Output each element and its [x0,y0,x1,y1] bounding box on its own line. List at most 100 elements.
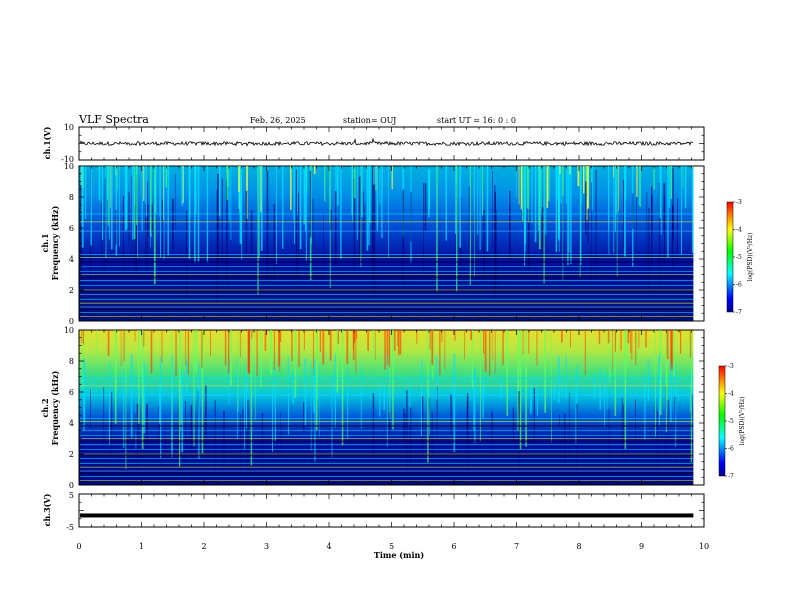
spectrogram-streak [134,205,136,273]
spectrogram-streak [141,330,144,450]
spectrogram-streak [670,361,672,422]
y-tick-label: 4 [69,419,74,428]
spectrogram-streak [516,166,517,198]
spectrogram-streak [98,166,101,201]
spectrogram-streak [155,166,157,215]
colorbar-tick-label: -3 [728,363,734,370]
spectrogram-streak [83,358,85,431]
spectrogram-streak [530,383,532,414]
spectrogram-streak [431,330,434,365]
spectrogram-streak [533,387,535,444]
spectrogram-streak [294,330,297,398]
spectrogram-streak [151,204,153,234]
spectrogram-streak [667,166,669,258]
spectrogram-streak [226,179,228,285]
spectrogram-streak [388,330,390,368]
spectrogram-streak [138,330,140,424]
spectrogram-streak [369,166,371,223]
spectrogram-streak [502,330,504,366]
spectrogram-streak [648,207,650,293]
spectrogram-streak [559,415,560,426]
spectrogram-streak [559,166,561,174]
spectrogram-streak [474,166,475,277]
spectrogram-streak [522,166,524,222]
spectrogram-streak [109,362,110,445]
station-label: station= OUJ [343,116,396,125]
spectrogram-streak [668,399,669,439]
spectrogram-streak [591,182,592,285]
spectrogram-streak [576,403,578,476]
spectrogram-streak [125,330,127,470]
spectrogram-streak [453,366,455,427]
spectrogram-streak [341,330,344,446]
spectrogram-streak [409,381,411,425]
spectrogram-streak [198,363,200,395]
spectrogram-streak [373,184,376,298]
spectrogram-streak [136,403,139,471]
dark-band [80,454,694,457]
spectrogram-streak [239,166,241,244]
spectrogram-streak [201,330,203,368]
spectrogram-streak [404,412,406,442]
spectrogram-streak [534,166,537,243]
x-tick-label: 1 [139,542,144,551]
spectrogram-streak [537,166,540,231]
spectrogram-streak [81,330,83,343]
spectrogram-streak [336,330,339,393]
ch3-waveform-ylabel: ch.3(V) [42,493,52,526]
spectrogram-streak [587,166,589,209]
spectrogram-streak [145,166,147,217]
spectrogram-streak [477,166,479,235]
spectrogram-streak [375,166,377,191]
spectrogram-streak [230,166,232,240]
spectrogram-streak [293,166,294,220]
spectrogram-streak [273,204,275,279]
spectrogram-streak [171,354,173,458]
spectrogram-streak [182,166,184,203]
spectrogram-streak [104,178,106,271]
spectrogram-streak [489,330,491,376]
x-tick-label: 10 [699,542,709,551]
spectrogram-streak [613,166,615,254]
spectrogram-streak [134,330,136,342]
spectrogram-streak [376,166,378,231]
spectrogram-streak [347,367,349,439]
spectrogram-streak [624,330,627,450]
spectrogram-background [79,166,694,321]
spectrogram-streak [352,330,355,361]
spectrogram-streak [145,204,146,268]
spectrogram-streak [570,166,572,265]
spectrogram-streak [324,166,326,202]
spectrogram-streak [570,330,571,348]
spectrogram-streak [186,210,188,300]
spectrogram-streak [427,330,429,463]
spectrogram-streak [346,330,349,364]
spectrogram-streak [517,330,519,432]
spectrogram-streak [631,330,633,360]
spectrogram-streak [456,166,458,292]
spectrogram-streak [672,206,674,269]
spectrogram-streak [297,192,299,283]
spectrogram-streak [150,330,153,374]
spectrogram-streak [331,374,333,458]
spectrogram-streak [250,330,253,466]
spectrogram-streak [651,186,653,269]
spectrogram-streak [647,359,650,401]
spectrogram-streak [313,367,315,413]
spectrogram-streak [276,166,277,264]
spectrogram-streak [105,166,107,258]
spectrogram-streak [389,330,391,419]
spectrogram-streak [626,330,628,368]
spectrogram-streak [528,330,530,354]
dark-band [80,276,694,279]
x-tick-label: 6 [451,542,456,551]
spectrogram-streak [172,198,174,250]
spectrogram-streak [85,166,87,220]
spectrogram-streak [553,382,555,401]
spectrogram-streak [668,166,671,208]
spectrogram-streak [356,166,358,240]
spectrogram-streak [474,367,476,443]
spectrogram-streak [587,209,589,244]
spectrogram-streak [330,209,332,230]
spectrogram-streak [551,330,552,443]
